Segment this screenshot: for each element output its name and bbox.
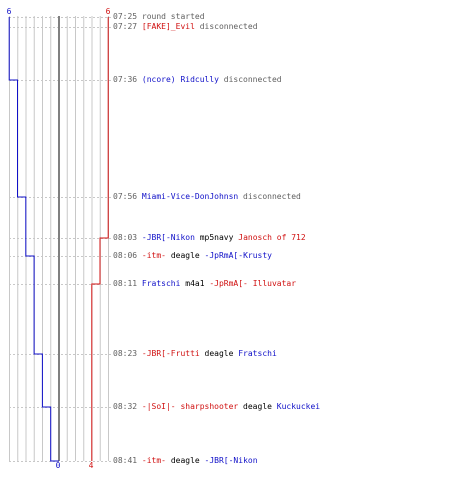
log-text: mp5navy [194, 233, 239, 242]
log-time: 08:11 [113, 279, 142, 288]
log-text: disconnected [238, 192, 301, 201]
log-time: 08:41 [113, 456, 142, 465]
log-text: -JpRmA[-Krusty [204, 251, 272, 260]
log-entry: 08:32 -|SoI|- sharpshooter deagle Kuckuc… [113, 402, 320, 412]
log-text: -JBR[-Nikon [204, 456, 258, 465]
log-text: deagle [199, 349, 239, 358]
blue-start-score: 6 [7, 7, 12, 16]
log-text: Miami-Vice-DonJohnsn [141, 192, 239, 201]
log-time: 08:32 [113, 402, 142, 411]
log-text: -JpRmA[- Illuvatar [209, 279, 297, 288]
log-entry: 08:06 -itm- deagle -JpRmA[-Krusty [113, 251, 272, 261]
log-text: deagle [238, 402, 277, 411]
log-entry: 08:41 -itm- deagle -JBR[-Nikon [113, 456, 258, 466]
log-text: Fratschi [238, 349, 277, 358]
log-text: m4a1 [180, 279, 210, 288]
log-text: round started [141, 12, 205, 21]
log-text: -itm- [141, 251, 166, 260]
log-text: -JBR[-Frutti [141, 349, 200, 358]
log-text: deagle [166, 251, 205, 260]
log-text: -itm- [141, 456, 166, 465]
log-time: 08:23 [113, 349, 142, 358]
log-time: 07:27 [113, 22, 142, 31]
log-entry: 07:25 round started [113, 12, 205, 22]
log-time: 07:56 [113, 192, 142, 201]
log-text: disconnected [218, 75, 282, 84]
log-text: deagle [166, 456, 205, 465]
log-text: Kuckuckei [276, 402, 321, 411]
red-start-score: 6 [106, 7, 111, 16]
log-entry: 07:27 [FAKE]_Evil disconnected [113, 22, 258, 32]
log-time: 08:06 [113, 251, 142, 260]
log-text: [FAKE]_Evil [141, 22, 195, 31]
log-text: -JBR[-Nikon [141, 233, 195, 242]
log-entry: 08:11 Fratschi m4a1 -JpRmA[- Illuvatar [113, 279, 296, 289]
blue-team-score-line [8, 17, 59, 462]
red-team-score-line [91, 17, 109, 461]
log-entry: 07:56 Miami-Vice-DonJohnsn disconnected [113, 192, 301, 202]
log-text: Janosch of 712 [238, 233, 306, 242]
log-time: 08:03 [113, 233, 142, 242]
log-text: (ncore) Ridcully [141, 75, 219, 84]
red-end-score: 4 [89, 461, 94, 470]
blue-end-score: 0 [56, 461, 61, 470]
log-text: disconnected [194, 22, 258, 31]
log-time: 07:36 [113, 75, 142, 84]
log-time: 07:25 [113, 12, 142, 21]
log-entry: 08:23 -JBR[-Frutti deagle Fratschi [113, 349, 277, 359]
log-entry: 07:36 (ncore) Ridcully disconnected [113, 75, 282, 85]
log-entry: 08:03 -JBR[-Nikon mp5navy Janosch of 712 [113, 233, 306, 243]
log-text: -|SoI|- sharpshooter [141, 402, 239, 411]
log-text: Fratschi [141, 279, 181, 288]
